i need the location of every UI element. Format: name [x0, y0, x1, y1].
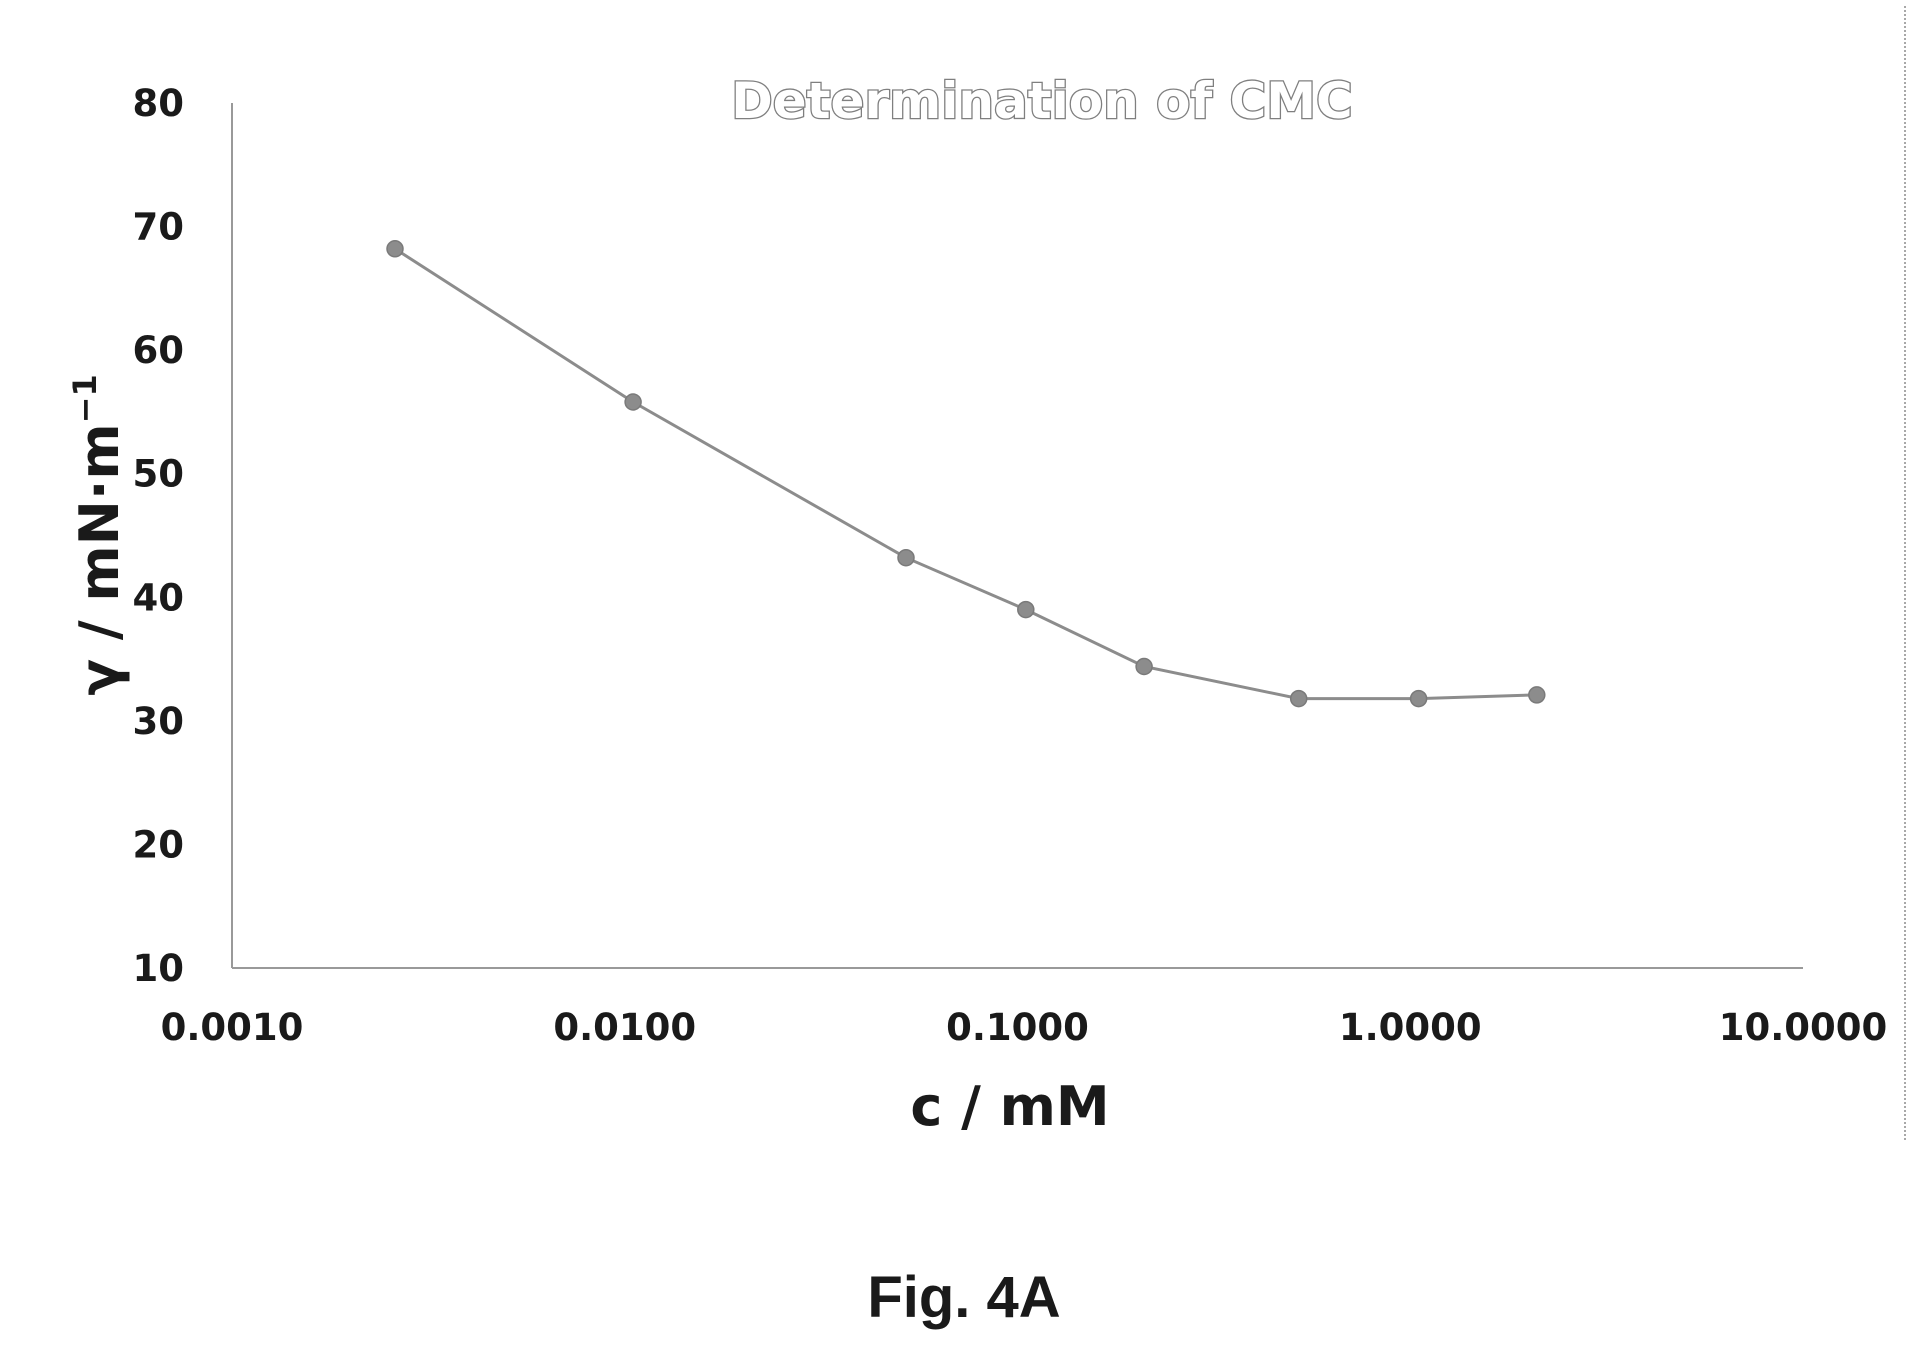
y-tick-label: 40 — [133, 576, 185, 619]
y-axis-label: γ / mN·m−1 — [66, 374, 131, 695]
y-tick-label: 80 — [133, 82, 185, 125]
y-axis-label-main: γ / mN·m — [68, 423, 131, 695]
series-line — [394, 247, 1537, 701]
y-tick-label: 20 — [133, 823, 185, 866]
x-axis-tick-labels: 0.0010 0.0100 0.1000 1.0000 10.0000 — [161, 1006, 1888, 1049]
data-point — [1289, 689, 1308, 708]
y-tick-label: 10 — [133, 947, 185, 990]
figure-caption: Fig. 4A — [867, 1265, 1060, 1330]
x-axis-label: c / mM — [910, 1075, 1109, 1138]
y-axis-label-superscript: −1 — [66, 374, 104, 423]
data-point — [1409, 689, 1428, 708]
y-tick-label: 30 — [133, 700, 185, 743]
x-tick-label: 10.0000 — [1719, 1006, 1888, 1049]
data-point — [897, 548, 915, 567]
plot-axes — [231, 103, 1803, 969]
y-tick-label: 50 — [133, 453, 185, 496]
x-tick-label: 0.1000 — [946, 1006, 1089, 1049]
data-point — [1528, 686, 1546, 704]
y-tick-label: 60 — [133, 329, 185, 372]
data-point — [624, 393, 642, 411]
x-tick-label: 1.0000 — [1339, 1006, 1482, 1049]
data-point — [1017, 600, 1035, 619]
data-series — [386, 240, 1546, 708]
x-tick-label: 0.0100 — [553, 1006, 696, 1049]
y-tick-label: 70 — [133, 206, 185, 249]
x-tick-label: 0.0010 — [161, 1006, 304, 1049]
y-axis-tick-labels: 80 70 60 50 40 30 20 10 — [133, 82, 185, 990]
y-axis-label-group: γ / mN·m−1 — [66, 374, 131, 695]
data-point — [386, 240, 404, 258]
chart-title: Determination of CMC — [731, 72, 1353, 130]
data-point — [1135, 657, 1153, 676]
